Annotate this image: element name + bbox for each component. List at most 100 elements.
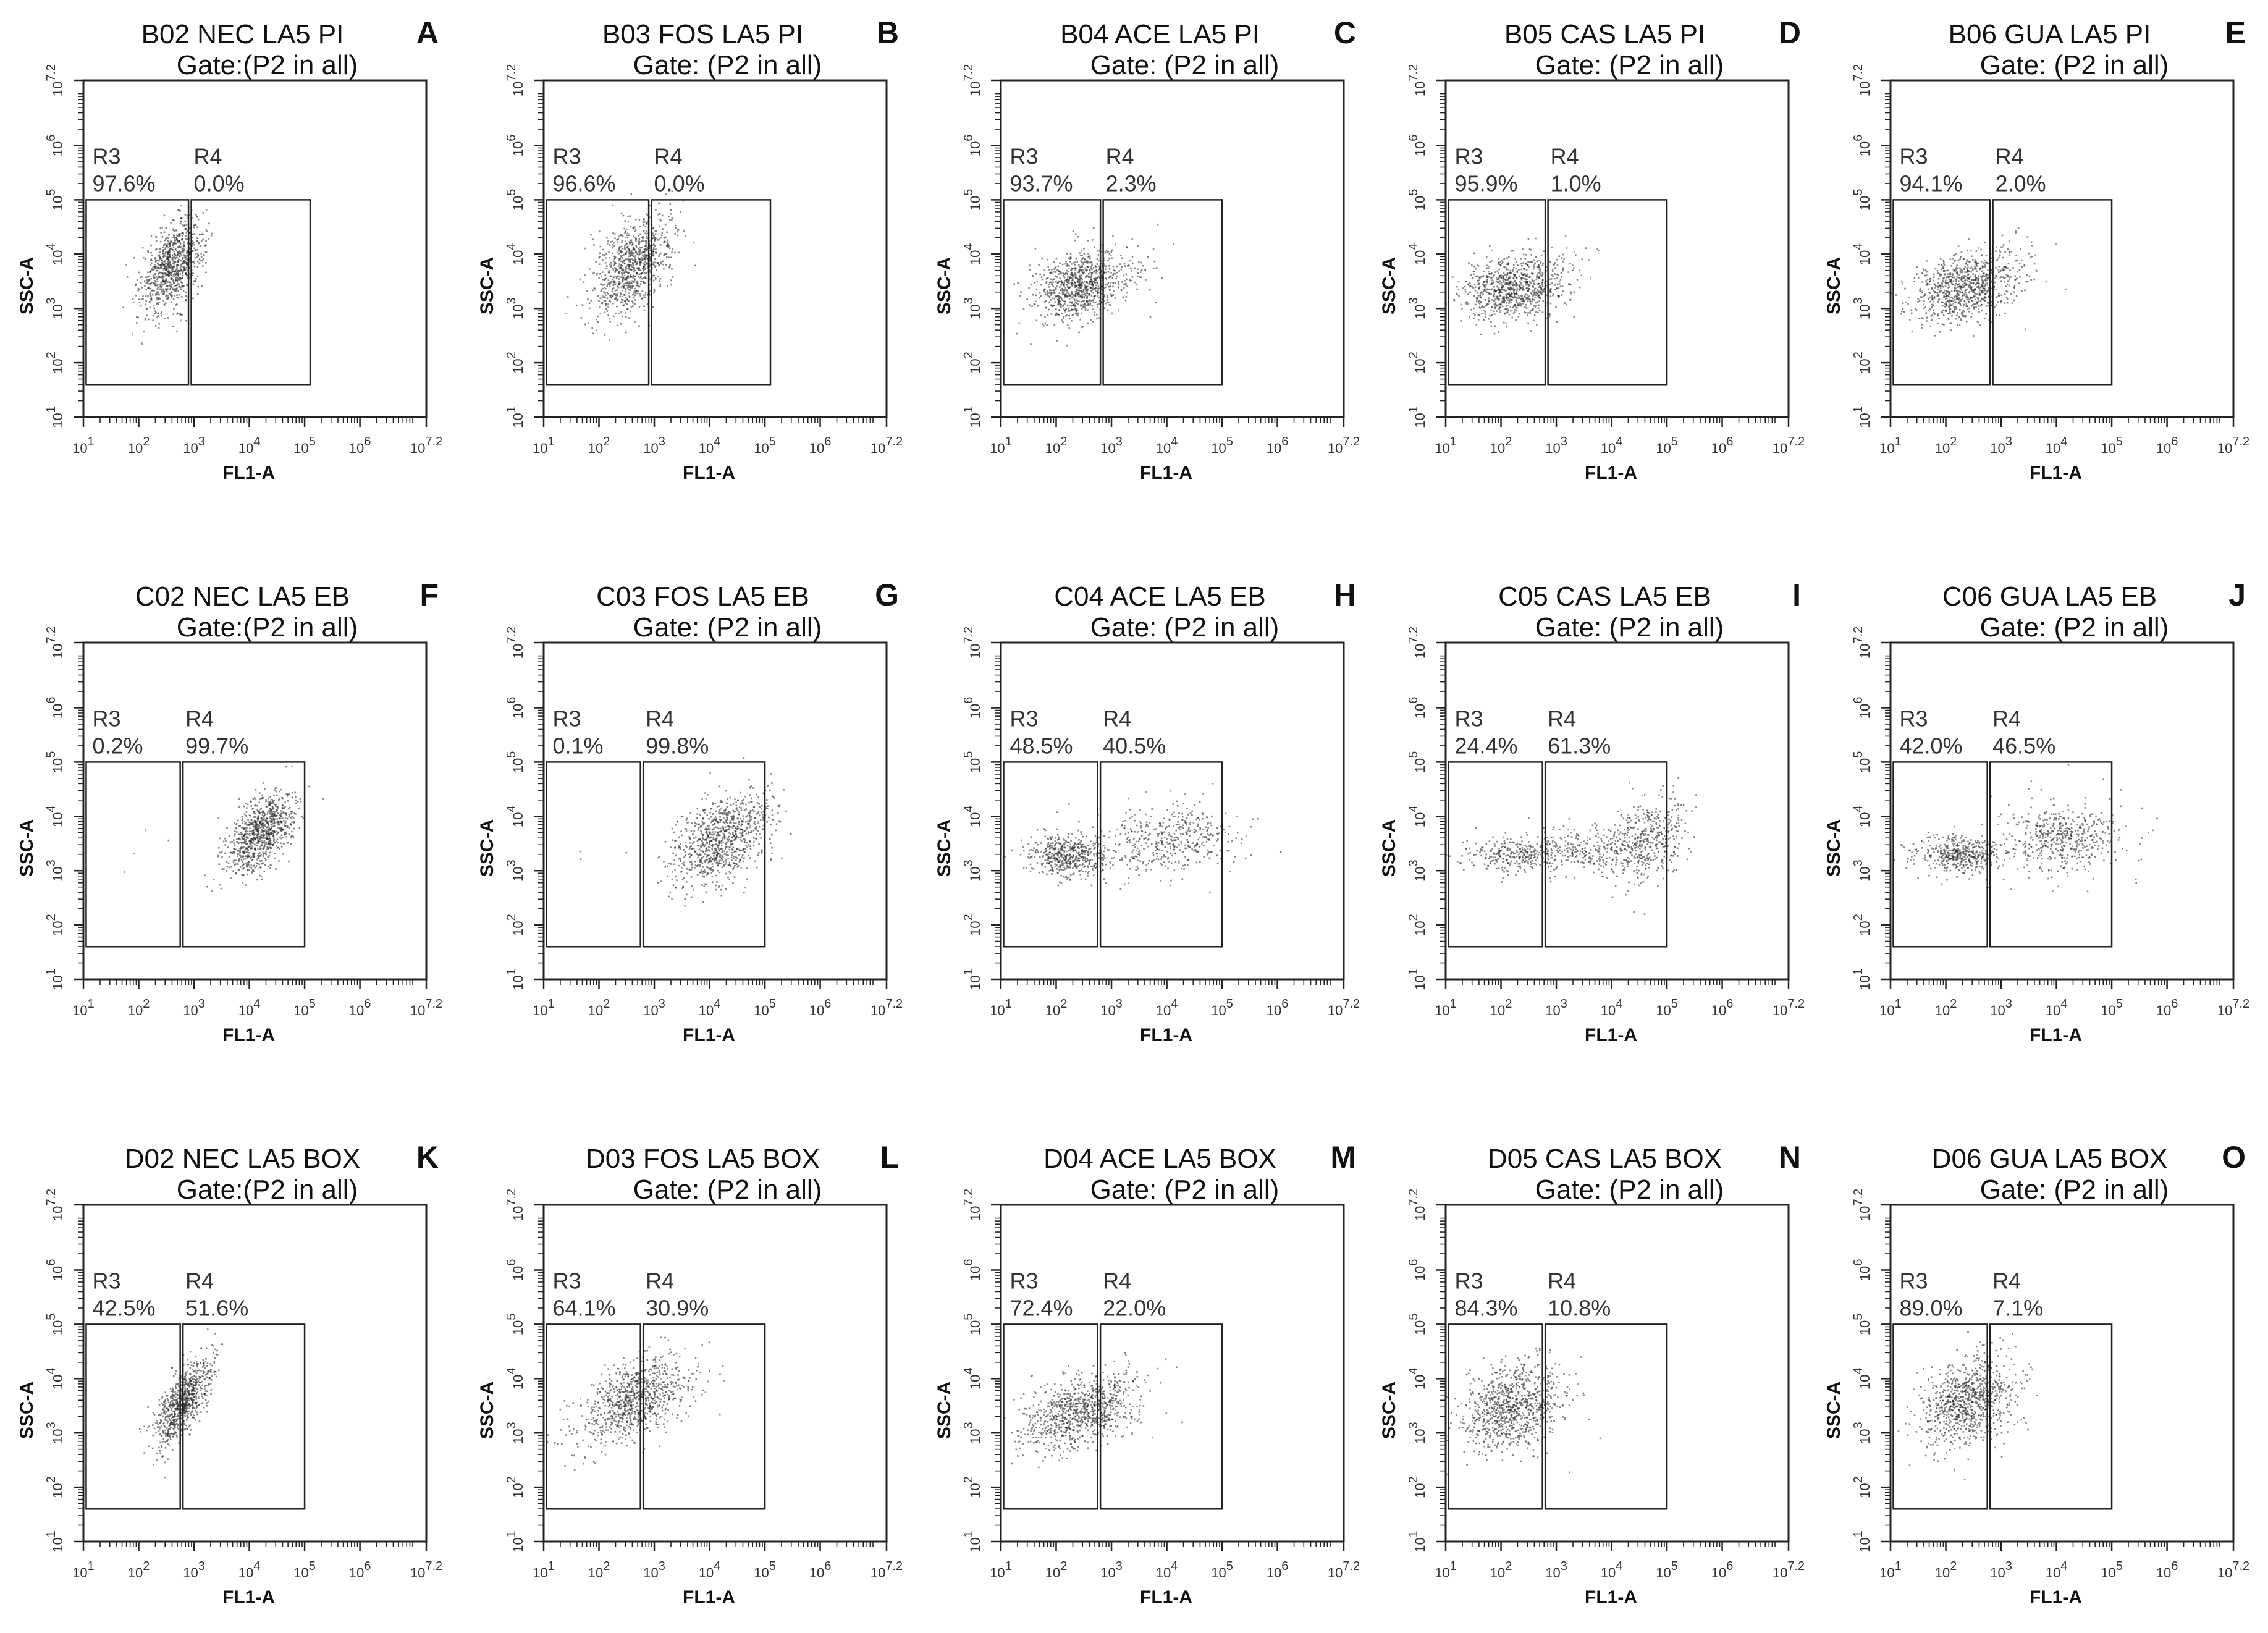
event-dot	[2005, 297, 2008, 299]
event-dot	[1510, 281, 1512, 284]
event-dot	[1079, 279, 1081, 281]
event-dot	[1101, 244, 1103, 246]
event-dot	[672, 248, 673, 250]
y-tick-label: 106	[962, 135, 983, 157]
event-dot	[1123, 274, 1125, 277]
event-dot	[153, 290, 156, 292]
event-dot	[1930, 315, 1933, 317]
event-dot	[1533, 292, 1535, 294]
event-dot	[621, 251, 623, 253]
y-tick-label: 104	[962, 243, 983, 265]
event-dot	[192, 217, 194, 219]
event-dot	[202, 238, 204, 241]
event-dot	[2007, 280, 2009, 282]
event-dot	[1965, 305, 1967, 307]
event-dot	[1517, 316, 1520, 318]
event-dot	[1556, 273, 1558, 276]
event-dot	[1516, 270, 1518, 272]
event-dot	[1095, 277, 1097, 279]
event-dot	[625, 240, 626, 242]
event-dot	[612, 269, 615, 271]
event-dot	[1108, 289, 1111, 291]
event-dot	[1960, 287, 1962, 289]
event-dot	[1087, 285, 1089, 288]
y-tick-exponent: 3	[44, 297, 58, 304]
event-dot	[1948, 293, 1950, 295]
event-dot	[176, 268, 178, 270]
event-dot	[1956, 276, 1958, 277]
event-dot	[609, 318, 611, 319]
event-dot	[1055, 287, 1057, 289]
y-tick-base: 10	[510, 250, 526, 265]
event-dot	[1081, 297, 1083, 299]
event-dot	[1089, 255, 1091, 258]
event-dot	[146, 281, 149, 283]
event-dot	[1494, 298, 1497, 300]
event-dot	[1122, 296, 1124, 298]
event-dot	[177, 235, 179, 237]
event-dot	[1477, 295, 1480, 297]
event-dot	[1081, 264, 1083, 267]
event-dot	[1922, 318, 1924, 319]
event-dot	[658, 280, 660, 282]
event-dot	[185, 291, 187, 293]
event-dot	[1100, 293, 1103, 295]
event-dot	[1139, 271, 1142, 273]
event-dot	[1096, 303, 1098, 306]
event-dot	[158, 248, 161, 250]
event-dot	[616, 269, 618, 271]
event-dot	[1999, 302, 2002, 304]
event-dot	[1465, 281, 1467, 282]
event-dot	[1507, 305, 1509, 306]
event-dot	[1064, 300, 1066, 302]
x-tick-base: 10	[533, 441, 547, 456]
event-dot	[1955, 282, 1957, 285]
event-dot	[1984, 279, 1986, 281]
event-dot	[197, 218, 200, 221]
event-dot	[1516, 302, 1518, 303]
event-dot	[664, 253, 666, 255]
event-dot	[1078, 271, 1080, 274]
event-dot	[647, 255, 649, 257]
event-dot	[1525, 281, 1527, 283]
event-dot	[197, 255, 200, 257]
event-dot	[1509, 286, 1512, 288]
event-dot	[1485, 289, 1488, 291]
event-dot	[1102, 289, 1103, 292]
event-dot	[1464, 285, 1466, 288]
event-dot	[620, 250, 622, 252]
event-dot	[1509, 306, 1512, 308]
event-dot	[176, 266, 178, 268]
event-dot	[166, 237, 167, 239]
event-dot	[1073, 262, 1075, 264]
event-dot	[618, 272, 620, 274]
event-dot	[1109, 285, 1111, 287]
event-dot	[1476, 284, 1478, 285]
event-dot	[1499, 310, 1502, 311]
event-dot	[625, 297, 627, 299]
event-dot	[166, 274, 168, 276]
event-dot	[1510, 288, 1512, 290]
event-dot	[1950, 304, 1952, 306]
event-dot	[1040, 276, 1043, 278]
event-dot	[1530, 330, 1532, 332]
event-dot	[176, 270, 179, 272]
event-dot	[1100, 281, 1102, 282]
event-dot	[1978, 285, 1979, 287]
event-dot	[1931, 303, 1933, 306]
event-dot	[158, 288, 161, 290]
event-dot	[626, 250, 628, 253]
event-dot	[185, 266, 187, 269]
event-dot	[1976, 303, 1978, 305]
event-dot	[174, 276, 175, 277]
event-dot	[1494, 325, 1496, 327]
event-dot	[1520, 305, 1522, 307]
event-dot	[592, 238, 594, 240]
event-dot	[1125, 283, 1127, 285]
event-dot	[1501, 289, 1503, 290]
x-tick-exponent: 6	[1726, 435, 1733, 449]
event-dot	[630, 285, 632, 288]
event-dot	[654, 233, 657, 235]
event-dot	[1069, 294, 1071, 297]
event-dot	[1511, 292, 1514, 295]
